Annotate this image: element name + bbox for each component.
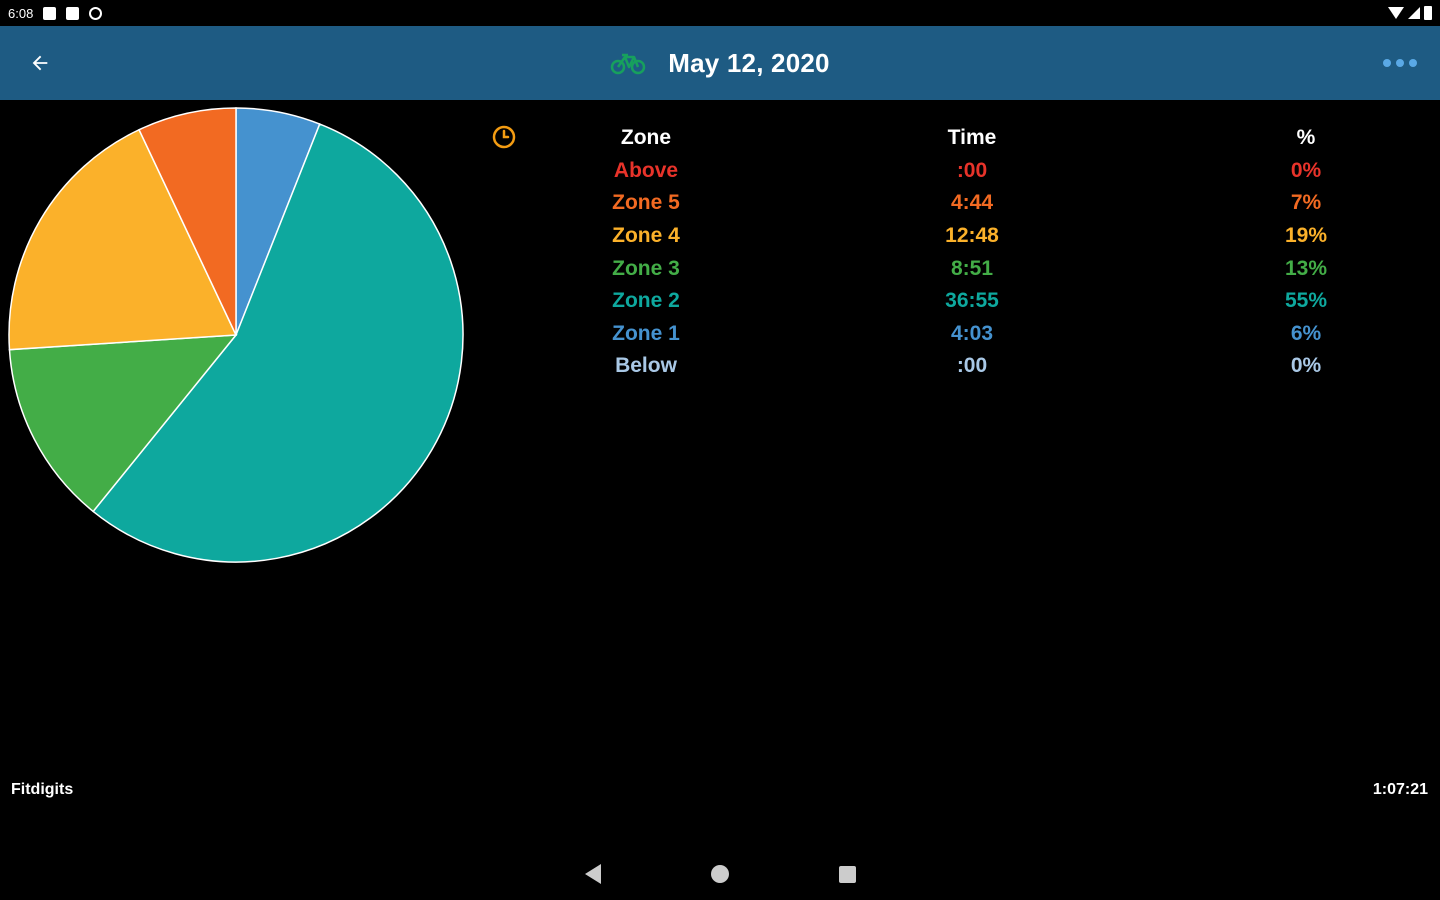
table-row: Zone 1 4:03 6% xyxy=(540,318,1420,351)
battery-icon xyxy=(1424,6,1432,20)
more-dot xyxy=(1409,59,1417,67)
header-percent: % xyxy=(1296,126,1316,150)
table-row: Zone 2 36:55 55% xyxy=(540,285,1420,318)
bike-icon xyxy=(611,53,646,75)
cell-percent: 0% xyxy=(1290,354,1322,378)
cell-percent: 6% xyxy=(1290,321,1322,345)
more-horiz-icon xyxy=(1383,59,1391,67)
nav-recents-icon[interactable] xyxy=(838,865,856,883)
pie-slice-zone-4 xyxy=(8,128,238,351)
cell-percent: 13% xyxy=(1284,256,1328,280)
brand-label: Fitdigits xyxy=(11,781,74,798)
page-title: May 12, 2020 xyxy=(668,47,830,78)
arrow-back-icon xyxy=(32,55,48,71)
table-row: Zone 3 8:51 13% xyxy=(540,252,1420,285)
sync-icon xyxy=(89,6,103,20)
app-bar: May 12, 2020 xyxy=(0,26,1440,100)
status-time: 6:08 xyxy=(8,5,34,21)
more-options-button[interactable] xyxy=(1378,51,1422,75)
cell-time: 4:03 xyxy=(950,321,994,345)
system-nav-bar xyxy=(0,848,1440,900)
cell-zone: Zone 4 xyxy=(612,224,680,248)
signal-icon xyxy=(1408,7,1420,19)
table-row: Zone 5 4:44 7% xyxy=(540,187,1420,220)
table-row: Zone 4 12:48 19% xyxy=(540,220,1420,253)
header-time: Time xyxy=(947,126,997,150)
pie-slice-zone-2 xyxy=(92,123,464,563)
zone-table: Zone Time % Above :00 0% Zone 5 4:44 7% Zone 4… xyxy=(540,122,1420,383)
sd-card-icon xyxy=(66,6,80,20)
nav-back-icon[interactable] xyxy=(584,864,601,884)
cell-time: :00 xyxy=(956,354,988,378)
total-time: 1:07:21 xyxy=(1372,781,1428,798)
header-zone: Zone xyxy=(620,126,672,150)
cell-zone: Zone 2 xyxy=(612,289,680,313)
pie-svg xyxy=(8,107,464,563)
notification-icon xyxy=(43,6,57,20)
cell-zone: Zone 5 xyxy=(612,191,680,215)
status-bar: 6:08 xyxy=(0,0,1440,26)
cell-percent: 0% xyxy=(1290,158,1322,182)
zone-rows: Above:00 0% Zone 5 4:44 7% Zone 4 12:48 19% Zone… xyxy=(540,155,1420,383)
cell-zone: Zone 1 xyxy=(612,321,680,345)
more-dot xyxy=(1396,59,1404,67)
cell-time: :00 xyxy=(956,158,988,182)
wifi-icon xyxy=(1388,7,1404,19)
table-row: Below :00 0% xyxy=(540,350,1420,383)
table-header: Zone Time % xyxy=(540,122,1420,155)
pie-slice-zone-3 xyxy=(8,334,238,513)
cell-time: 12:48 xyxy=(945,224,999,248)
cell-percent: 55% xyxy=(1284,289,1328,313)
cell-time: 36:55 xyxy=(945,289,999,313)
pie-slice-zone-5 xyxy=(138,107,237,336)
cell-percent: 7% xyxy=(1290,191,1322,215)
nav-home-icon[interactable] xyxy=(710,865,729,883)
zone-pie-chart xyxy=(6,106,466,566)
cell-zone: Above xyxy=(613,158,679,182)
cell-percent: 19% xyxy=(1284,224,1328,248)
cell-zone: Zone 3 xyxy=(612,256,680,280)
back-button[interactable] xyxy=(22,47,58,79)
clock-icon[interactable] xyxy=(491,124,517,150)
cell-time: 4:44 xyxy=(950,191,994,215)
cell-time: 8:51 xyxy=(950,256,994,280)
cell-zone: Below xyxy=(615,354,677,378)
table-row: Above :00 0% xyxy=(540,155,1420,188)
